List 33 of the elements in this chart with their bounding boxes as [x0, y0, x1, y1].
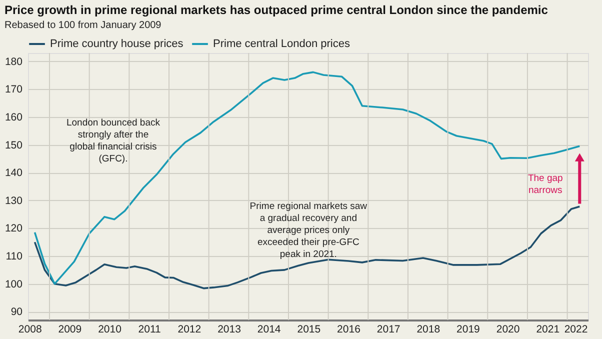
annotation: The gap narrows: [528, 173, 563, 196]
line-series: [34, 71, 581, 285]
x-tick-label: 2019: [456, 324, 480, 336]
annotation: London bounced back strongly after the global financial crisis (GFC).: [66, 118, 160, 165]
y-tick-label: 90: [10, 306, 23, 318]
y-tick-label: 180: [4, 56, 23, 68]
legend-label: Prime country house prices: [50, 38, 184, 50]
x-tick-label: 2009: [58, 324, 82, 336]
y-tick-label: 140: [4, 167, 23, 180]
x-tick-label: 2011: [138, 324, 162, 336]
x-tick-label: 2021: [536, 324, 560, 336]
x-tick-label: 2012: [178, 324, 202, 336]
y-tick-label: 120: [4, 222, 23, 235]
x-tick-label: 2010: [98, 324, 122, 336]
x-tick-label: 2008: [18, 324, 42, 336]
y-tick-label: 130: [4, 194, 23, 207]
legend-label: Prime central London prices: [213, 38, 350, 50]
x-tick-label: 2017: [376, 324, 400, 336]
y-tick-label: 160: [4, 111, 23, 124]
y-tick-label: 150: [4, 139, 23, 152]
x-tick-label: 2018: [416, 324, 440, 336]
x-tick-label: 2014: [257, 324, 281, 336]
y-tick-label: 110: [6, 250, 23, 263]
chart-subtitle: Rebased to 100 from January 2009: [4, 20, 162, 31]
x-tick-label: 2016: [337, 324, 361, 336]
x-tick-label: 2015: [297, 324, 321, 336]
annotation: Prime regional markets saw a gradual recovery and average prices only exceeded their pre-GFC peak in 2021.: [250, 200, 368, 260]
y-tick-label: 170: [4, 84, 23, 96]
x-tick-label: 2020: [496, 324, 520, 336]
chart-title: Price growth in prime regional markets has outpaced prime central London since the pandemic: [4, 3, 548, 17]
y-tick-label: 100: [4, 278, 23, 290]
x-tick-label: 2013: [218, 324, 242, 336]
x-tick-label: 2022: [564, 324, 588, 336]
